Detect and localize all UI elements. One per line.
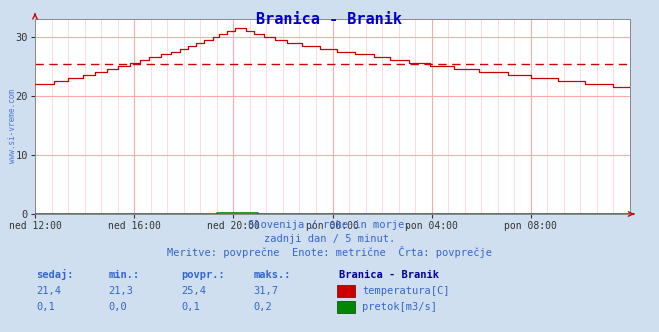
Text: povpr.:: povpr.:: [181, 270, 225, 280]
Text: Meritve: povprečne  Enote: metrične  Črta: povprečje: Meritve: povprečne Enote: metrične Črta:…: [167, 246, 492, 258]
Text: Slovenija / reke in morje.: Slovenija / reke in morje.: [248, 220, 411, 230]
Text: 21,4: 21,4: [36, 286, 61, 296]
Text: pretok[m3/s]: pretok[m3/s]: [362, 302, 437, 312]
Text: zadnji dan / 5 minut.: zadnji dan / 5 minut.: [264, 234, 395, 244]
Text: 0,2: 0,2: [254, 302, 272, 312]
Text: sedaj:: sedaj:: [36, 269, 74, 280]
Text: 21,3: 21,3: [109, 286, 134, 296]
Text: 0,0: 0,0: [109, 302, 127, 312]
Text: maks.:: maks.:: [254, 270, 291, 280]
Text: www.si-vreme.com: www.si-vreme.com: [8, 89, 17, 163]
Text: 31,7: 31,7: [254, 286, 279, 296]
Text: temperatura[C]: temperatura[C]: [362, 286, 449, 296]
Text: 0,1: 0,1: [36, 302, 55, 312]
Text: Branica - Branik: Branica - Branik: [256, 12, 403, 27]
Text: min.:: min.:: [109, 270, 140, 280]
Text: 0,1: 0,1: [181, 302, 200, 312]
Text: 25,4: 25,4: [181, 286, 206, 296]
Text: Branica - Branik: Branica - Branik: [339, 270, 440, 280]
